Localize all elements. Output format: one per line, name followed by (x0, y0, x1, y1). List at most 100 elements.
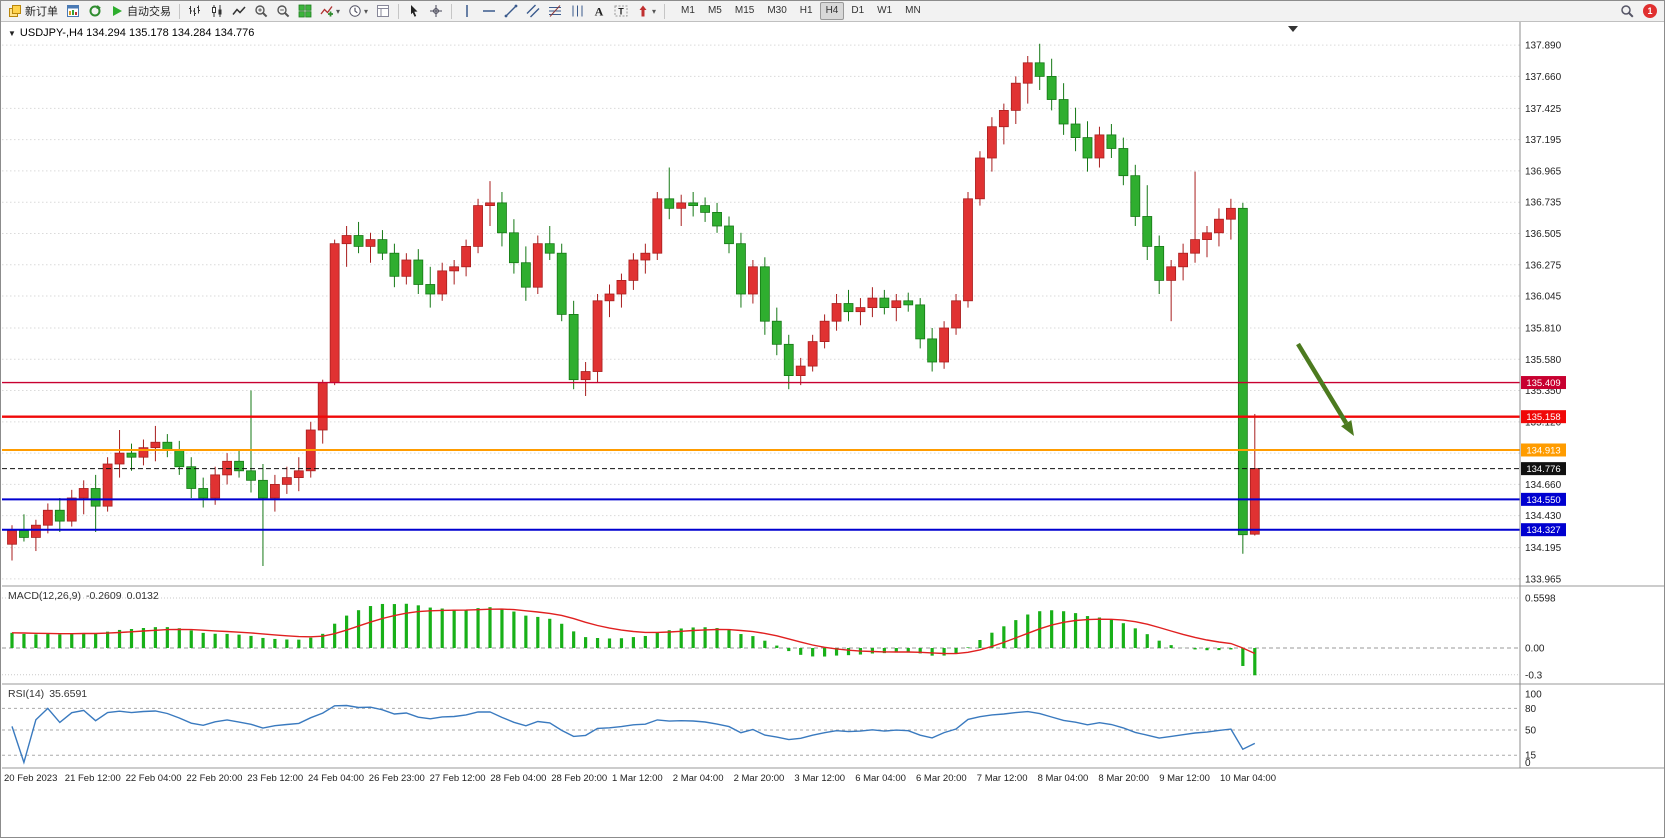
indicators-button[interactable]: ▾ (316, 1, 344, 21)
templates-button[interactable] (372, 1, 394, 21)
text-label-tool-button[interactable]: T (610, 1, 632, 21)
price-tick-label: 137.660 (1525, 72, 1562, 83)
tile-windows-button[interactable] (294, 1, 316, 21)
timeframe-mn-button[interactable]: MN (905, 5, 921, 16)
crosshair-button[interactable] (425, 1, 447, 21)
time-tick-label: 23 Feb 12:00 (247, 773, 303, 784)
navigator-button[interactable] (84, 1, 106, 21)
text-tool-button[interactable]: A (588, 1, 610, 21)
fibonacci-icon (549, 5, 562, 17)
zoom-in-icon (255, 5, 268, 18)
chart-area[interactable]: 137.890 137.660 137.425 137.195 136.965 136.7… (2, 22, 1665, 837)
price-level-badge-text: 134.776 (1526, 464, 1560, 475)
price-level-badge (1521, 462, 1566, 476)
zoom-in-button[interactable] (250, 1, 272, 21)
navigator-icon (89, 5, 101, 17)
time-tick-label: 1 Mar 12:00 (612, 773, 663, 784)
price-tick-label: 136.275 (1525, 260, 1562, 271)
price-gridlines (2, 44, 1520, 580)
cursor-button[interactable] (403, 1, 425, 21)
time-tick-label: 9 Mar 12:00 (1159, 773, 1210, 784)
cycle-lines-icon (572, 5, 583, 17)
market-watch-icon (67, 5, 79, 17)
timeframe-group: M1 M5 M15 M30 H1 H4 D1 W1 MN (675, 2, 927, 20)
indicators-icon (320, 6, 333, 17)
price-tick-label: 137.195 (1525, 135, 1562, 146)
channel-tool-button[interactable] (522, 1, 544, 21)
notification-badge[interactable]: 1 (1643, 4, 1657, 18)
search-icon (1621, 5, 1634, 18)
rsi-label: RSI(14) 35.6591 (8, 688, 92, 700)
autotrading-button[interactable]: 自动交易 (106, 1, 175, 21)
candlestick-type-button[interactable] (206, 1, 228, 21)
toolbar-separator (451, 3, 453, 19)
vertical-line-tool-button[interactable] (456, 1, 478, 21)
horizontal-levels: 135.409 135.158 134.913 134.776 134.550 134.3… (2, 376, 1566, 537)
price-level-badge-text: 134.327 (1526, 525, 1560, 536)
autotrading-label: 自动交易 (127, 6, 171, 18)
price-tick-label: 133.965 (1525, 574, 1562, 585)
time-tick-label: 6 Mar 20:00 (916, 773, 967, 784)
vertical-line-icon (466, 5, 468, 17)
cycle-lines-tool-button[interactable] (566, 1, 588, 21)
time-tick-label: 21 Feb 12:00 (65, 773, 121, 784)
price-level-badge (1521, 443, 1566, 457)
time-tick-label: 28 Feb 04:00 (490, 773, 546, 784)
rsi-tick-label: 0 (1525, 758, 1531, 769)
price-tick-label: 135.580 (1525, 355, 1562, 366)
timeframe-m5-button[interactable]: M5 (707, 5, 722, 16)
price-level-badge (1521, 410, 1566, 424)
text-a-icon: A (595, 5, 604, 19)
toolbar-separator (179, 3, 180, 19)
bar-chart-type-button[interactable] (184, 1, 206, 21)
trendline-tool-button[interactable] (500, 1, 522, 21)
time-tick-label: 26 Feb 23:00 (369, 773, 425, 784)
new-order-button[interactable]: 新订单 (4, 1, 62, 21)
new-order-label: 新订单 (25, 6, 58, 18)
chart-canvas[interactable]: 137.890 137.660 137.425 137.195 136.965 136.7… (2, 22, 1665, 837)
macd-indicator: 0.5598 0.00 -0.3 (2, 594, 1556, 681)
price-tick-label: 134.660 (1525, 480, 1562, 491)
line-chart-type-icon (232, 6, 246, 15)
dropdown-caret-icon: ▾ (336, 6, 341, 16)
timeframe-m30-button[interactable]: M30 (767, 5, 787, 16)
trendline-icon (504, 4, 518, 18)
toolbar-separator (664, 3, 666, 19)
market-watch-button[interactable] (62, 1, 84, 21)
price-tick-label: 137.425 (1525, 104, 1562, 115)
zoom-out-button[interactable] (272, 1, 294, 21)
period-button[interactable]: ▾ (344, 1, 372, 21)
rsi-tick-label: 100 (1525, 690, 1542, 701)
time-tick-label: 7 Mar 12:00 (977, 773, 1028, 784)
time-axis[interactable]: 20 Feb 2023 21 Feb 12:00 22 Feb 04:00 22 Fe… (4, 773, 1276, 784)
timeframe-w1-button[interactable]: W1 (877, 5, 893, 16)
price-level-badge-text: 134.913 (1526, 445, 1560, 456)
fibonacci-tool-button[interactable] (544, 1, 566, 21)
main-toolbar: 新订单 自动交易 ▾ (1, 1, 1664, 22)
timeframe-h1-button[interactable]: H1 (799, 5, 813, 16)
timeframe-m1-button[interactable]: M1 (681, 5, 695, 16)
macd-tick-label: -0.3 (1525, 670, 1543, 681)
line-chart-type-button[interactable] (228, 1, 250, 21)
timeframe-h4-button[interactable]: H4 (819, 2, 845, 20)
price-level-badge (1521, 492, 1566, 506)
rsi-value: 35.6591 (49, 688, 88, 700)
arrows-tool-button[interactable]: ▾ (632, 1, 660, 21)
timeframe-m15-button[interactable]: M15 (734, 5, 755, 16)
time-tick-label: 27 Feb 12:00 (430, 773, 486, 784)
trend-arrow-annotation[interactable] (1296, 342, 1354, 436)
time-tick-label: 22 Feb 04:00 (126, 773, 182, 784)
one-click-trading-icon[interactable]: ▼ (8, 28, 16, 38)
rsi-line (11, 704, 1256, 765)
search-button[interactable] (1616, 1, 1638, 21)
horizontal-line-tool-button[interactable] (478, 1, 500, 21)
chart-title: ▼ USDJPY-,H4 134.294 135.178 134.284 134… (8, 27, 254, 39)
time-tick-label: 2 Mar 20:00 (734, 773, 785, 784)
autoscroll-marker-icon (1288, 26, 1298, 32)
timeframe-d1-button[interactable]: D1 (851, 5, 865, 16)
price-tick-label: 136.505 (1525, 229, 1562, 240)
macd-name: MACD(12,26,9) (8, 590, 81, 602)
macd-signal-value: 0.0132 (126, 590, 159, 602)
toolbar-right-group: 1 (1616, 1, 1661, 21)
channel-icon (526, 4, 540, 18)
